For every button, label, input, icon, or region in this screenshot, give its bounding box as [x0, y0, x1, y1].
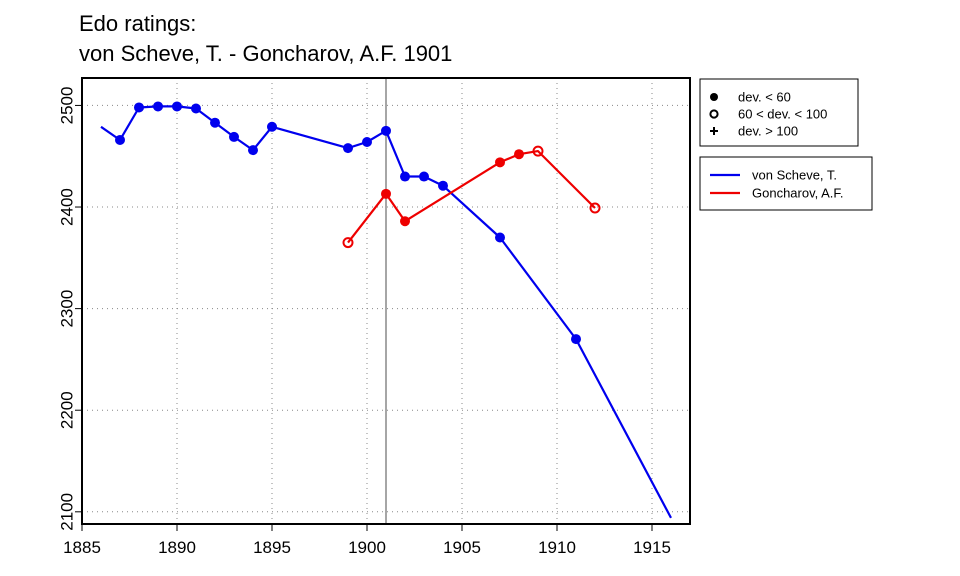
data-point-series-1	[495, 232, 505, 243]
chart-title-line-2: von Scheve, T. - Goncharov, A.F. 1901	[79, 41, 452, 66]
data-point-series-2	[532, 145, 544, 157]
x-tick-label: 1890	[158, 538, 196, 557]
data-point-series-1	[153, 101, 163, 112]
y-tick-label: 2200	[57, 391, 76, 429]
data-point-series-2	[495, 157, 505, 168]
data-point-series-2	[400, 216, 410, 227]
data-point-series-1	[419, 171, 429, 182]
data-point-series-2	[589, 202, 601, 214]
data-point-series-1	[248, 145, 258, 156]
deviation-legend-box	[699, 78, 859, 147]
data-point-series-1	[134, 102, 144, 113]
series-legend-box	[699, 156, 873, 211]
data-point-series-1	[172, 101, 182, 112]
data-point-series-1	[191, 103, 201, 114]
y-axis: 2100 2200 2300 2400 2500	[57, 87, 83, 531]
x-axis: 1885 1890 1895 1900 1905 1910 1915	[63, 523, 671, 557]
data-point-series-1	[343, 143, 353, 154]
data-point-series-2	[381, 188, 391, 199]
deviation-legend-symbol	[710, 93, 718, 101]
data-point-series-1	[210, 117, 220, 128]
data-point-series-1	[571, 334, 581, 345]
deviation-legend-label: dev. < 60	[738, 90, 791, 105]
series-legend-label: Goncharov, A.F.	[752, 186, 844, 201]
data-point-series-1	[229, 131, 239, 142]
y-tick-label: 2100	[57, 493, 76, 531]
deviation-legend-symbol	[710, 127, 718, 135]
x-tick-label: 1905	[443, 538, 481, 557]
deviation-legend: dev. < 60 60 < dev. < 100 dev. > 100	[699, 78, 859, 147]
data-point-series-1	[438, 180, 448, 191]
data-point-series-1	[400, 171, 410, 182]
series-legend-label: von Scheve, T.	[752, 168, 837, 183]
deviation-legend-symbol	[709, 109, 719, 119]
data-point-series-1	[362, 137, 372, 148]
data-point-series-1	[115, 134, 125, 145]
data-point-series-2	[514, 149, 524, 160]
data-point-series-2	[342, 237, 354, 249]
deviation-legend-label: dev. > 100	[738, 124, 798, 139]
series-legend: von Scheve, T. Goncharov, A.F.	[699, 156, 873, 211]
data-point-series-1	[381, 125, 391, 136]
y-tick-label: 2400	[57, 188, 76, 226]
x-tick-label: 1885	[63, 538, 101, 557]
x-tick-label: 1900	[348, 538, 386, 557]
data-point-series-1	[267, 121, 277, 132]
chart-title-line-1: Edo ratings:	[79, 11, 196, 36]
y-tick-label: 2300	[57, 290, 76, 328]
data-points	[115, 101, 601, 345]
x-tick-label: 1915	[633, 538, 671, 557]
deviation-legend-label: 60 < dev. < 100	[738, 107, 827, 122]
y-tick-label: 2500	[57, 87, 76, 125]
x-tick-label: 1895	[253, 538, 291, 557]
x-tick-label: 1910	[538, 538, 576, 557]
